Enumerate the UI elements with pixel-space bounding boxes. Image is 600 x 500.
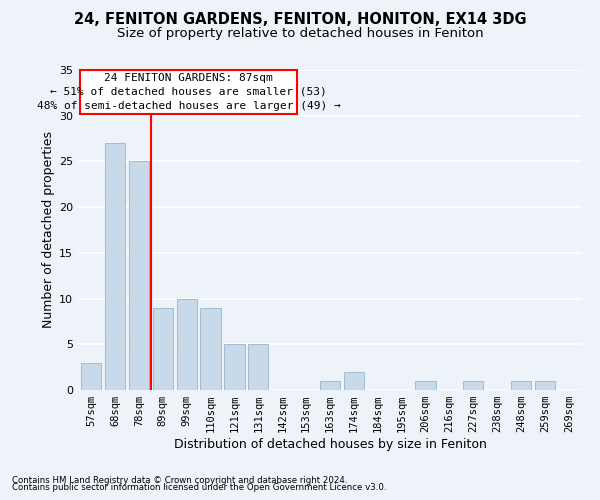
Text: Contains HM Land Registry data © Crown copyright and database right 2024.: Contains HM Land Registry data © Crown c…	[12, 476, 347, 485]
Bar	[344, 372, 364, 390]
FancyBboxPatch shape	[80, 70, 296, 114]
Bar	[415, 381, 436, 390]
Bar	[81, 362, 101, 390]
Bar	[224, 344, 245, 390]
Text: Size of property relative to detached houses in Feniton: Size of property relative to detached ho…	[116, 28, 484, 40]
Bar	[129, 162, 149, 390]
Bar	[248, 344, 268, 390]
Bar	[200, 308, 221, 390]
Bar	[511, 381, 531, 390]
Bar	[152, 308, 173, 390]
Bar	[176, 298, 197, 390]
Text: 24 FENITON GARDENS: 87sqm
← 51% of detached houses are smaller (53)
48% of semi-: 24 FENITON GARDENS: 87sqm ← 51% of detac…	[37, 72, 340, 112]
Y-axis label: Number of detached properties: Number of detached properties	[42, 132, 55, 328]
Bar	[320, 381, 340, 390]
Bar	[105, 143, 125, 390]
X-axis label: Distribution of detached houses by size in Feniton: Distribution of detached houses by size …	[173, 438, 487, 451]
Bar	[535, 381, 555, 390]
Text: 24, FENITON GARDENS, FENITON, HONITON, EX14 3DG: 24, FENITON GARDENS, FENITON, HONITON, E…	[74, 12, 526, 28]
Bar	[463, 381, 484, 390]
Text: Contains public sector information licensed under the Open Government Licence v3: Contains public sector information licen…	[12, 484, 386, 492]
